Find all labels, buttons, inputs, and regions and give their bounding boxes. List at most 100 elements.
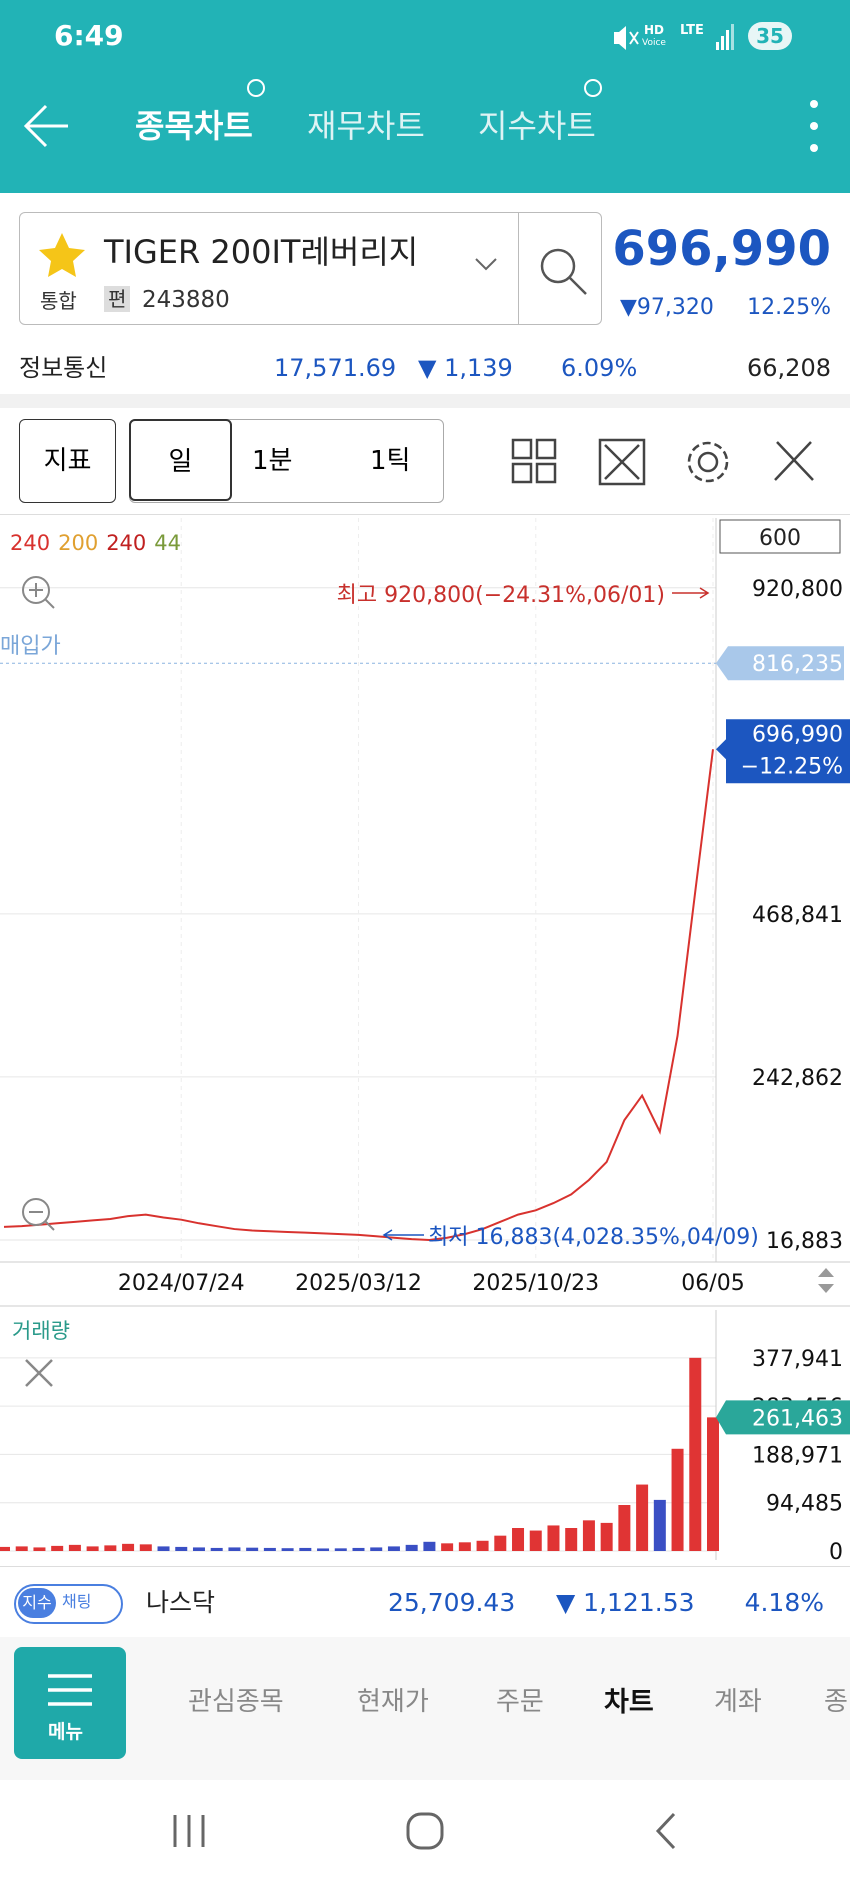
sector-rate: 6.09% — [561, 354, 638, 382]
volume-bar — [636, 1484, 649, 1551]
volume-bar — [86, 1546, 99, 1551]
volume-bar — [228, 1547, 241, 1551]
header-bg — [0, 0, 850, 193]
sector-volume: 66,208 — [747, 354, 831, 382]
volume-bar — [317, 1548, 330, 1551]
period-button[interactable]: 1분 — [252, 446, 293, 476]
high-arrow — [672, 587, 710, 599]
nav-tab[interactable]: 종 — [824, 1687, 848, 1717]
nav-tab[interactable]: 차트 — [604, 1687, 654, 1718]
volume-bar — [689, 1357, 702, 1551]
x-tick-label: 2024/07/24 — [118, 1271, 245, 1296]
ticker-pill[interactable] — [14, 1584, 123, 1624]
code: 243880 — [142, 287, 230, 313]
tab[interactable]: 종목차트 — [135, 107, 253, 145]
star[interactable] — [36, 230, 88, 280]
divider — [518, 213, 519, 324]
nav-tab[interactable]: 관심종목 — [188, 1687, 284, 1717]
purchase-value: 816,235 — [752, 652, 843, 677]
volume-bar — [387, 1546, 400, 1551]
stock-box[interactable] — [19, 212, 602, 325]
sector-change: ▼ 1,139 — [418, 354, 513, 382]
status-icons — [614, 24, 734, 50]
x-tick-label: 2025/10/23 — [472, 1271, 599, 1296]
volume-bar — [441, 1543, 454, 1551]
volume-bar — [512, 1528, 525, 1551]
volume-bar — [246, 1547, 259, 1551]
purchase-label: 매입가 — [0, 634, 61, 659]
volume-bar — [122, 1543, 135, 1551]
nav-tab[interactable]: 현재가 — [357, 1687, 429, 1717]
pill-index[interactable]: 지수 — [18, 1588, 56, 1618]
volume-bar — [192, 1547, 205, 1551]
volume-bar — [494, 1535, 507, 1551]
volume-bar — [51, 1545, 64, 1551]
ticker-name: 나스닥 — [146, 1588, 216, 1617]
ma-period: 240 — [106, 531, 146, 555]
low-arrow — [382, 1229, 424, 1241]
volume-bar — [104, 1545, 117, 1551]
indicator-button[interactable]: 지표 — [19, 419, 116, 503]
nav-bg: 메뉴 관심종목 현재가 주문 차트 계좌 종 — [0, 1637, 850, 1780]
high-note: 최고 920,800(−24.31%,06/01) — [337, 583, 665, 608]
price: 696,990 — [612, 221, 831, 277]
ticker-change: ▼ 1,121.53 — [556, 1588, 695, 1617]
x-tick-label: 06/05 — [681, 1271, 744, 1296]
voice: Voice — [642, 38, 666, 48]
battery: 35 — [748, 22, 792, 50]
hd: HD — [644, 23, 665, 37]
ma-period: 240 — [10, 531, 50, 555]
tab[interactable]: 재무차트 — [307, 107, 425, 145]
period-button[interactable]: 1틱 — [370, 446, 411, 476]
chart-border — [0, 514, 850, 515]
ma-period: 44 — [154, 531, 181, 555]
tag: 편 — [104, 286, 131, 312]
purchase-tag — [716, 646, 844, 681]
scroll-arrows — [818, 1268, 834, 1293]
sector-index: 17,571.69 — [274, 354, 397, 382]
search-button[interactable] — [534, 242, 594, 298]
more-button[interactable] — [806, 98, 822, 154]
toolbar-icons[interactable] — [505, 434, 845, 490]
dropdown[interactable] — [474, 256, 498, 272]
volume-bar — [352, 1547, 365, 1551]
volume-bar — [0, 1546, 10, 1551]
period-button[interactable]: 일 — [129, 419, 232, 501]
nav-tab[interactable]: 주문 — [496, 1687, 544, 1717]
separator — [0, 394, 850, 408]
volume-bar — [529, 1530, 542, 1551]
sector-name: 정보통신 — [19, 354, 108, 382]
time: 6:49 — [54, 19, 124, 52]
tab[interactable]: 지수차트 — [478, 107, 596, 145]
volume-bar — [547, 1525, 560, 1551]
y-tick-label: 920,800 — [752, 577, 843, 602]
volume-bar — [458, 1542, 471, 1551]
y-tick-label: 377,941 — [752, 1347, 843, 1372]
network: LTE — [680, 23, 704, 38]
volume-bar — [68, 1544, 81, 1551]
low-note: 최저 16,883(4,028.35%,04/09) — [428, 1225, 759, 1250]
volume-bar — [707, 1417, 719, 1551]
system-nav[interactable] — [0, 1790, 850, 1880]
menu-label[interactable]: 메뉴 — [48, 1721, 83, 1743]
zoom-in-sign — [29, 583, 55, 609]
volume-title: 거래량 — [12, 1319, 70, 1343]
zoom-out — [22, 1198, 50, 1226]
volume-bar — [600, 1522, 613, 1551]
x-tick-label: 2025/03/12 — [295, 1271, 422, 1296]
y-tick-label: 188,971 — [752, 1443, 843, 1468]
y-tick-label: 0 — [829, 1540, 843, 1565]
nav-tab[interactable]: 계좌 — [714, 1687, 762, 1717]
volume-bar — [671, 1448, 684, 1551]
market: 통합 — [40, 289, 77, 313]
back-button[interactable] — [20, 102, 72, 150]
pill-chat[interactable]: 채팅 — [62, 1592, 92, 1611]
volume-current: 261,463 — [752, 1406, 843, 1431]
volume-bar — [405, 1544, 418, 1551]
ticker-rate: 4.18% — [744, 1588, 824, 1617]
volume-bar — [263, 1547, 276, 1551]
volume-bar — [281, 1548, 294, 1551]
volume-bar — [15, 1546, 28, 1551]
